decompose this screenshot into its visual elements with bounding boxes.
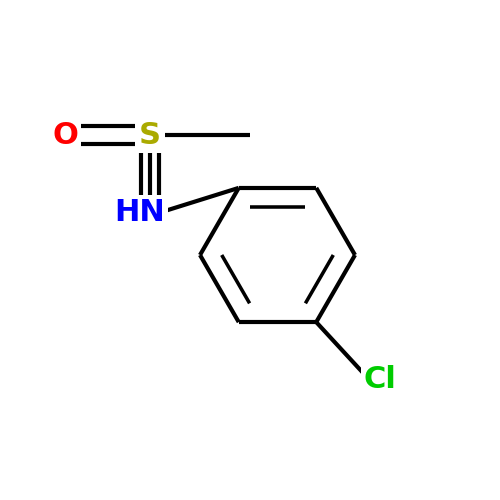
Text: Cl: Cl [364, 366, 396, 394]
Text: S: S [139, 120, 161, 150]
Text: O: O [52, 120, 78, 150]
Text: HN: HN [114, 198, 166, 227]
Text: O: O [137, 200, 163, 230]
